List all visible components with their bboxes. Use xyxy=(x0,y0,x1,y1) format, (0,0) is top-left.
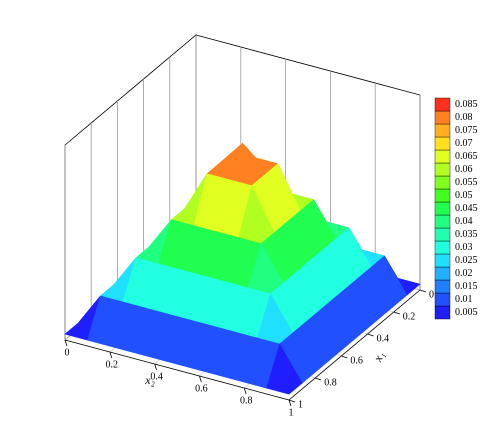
tick-mark xyxy=(64,339,68,347)
colorbar-label: 0.035 xyxy=(455,229,478,240)
tick-mark xyxy=(367,333,374,337)
colorbar-swatch xyxy=(434,188,451,203)
colorbar-label: 0.02 xyxy=(455,268,473,279)
tick-mark xyxy=(199,375,202,383)
colorbar-label: 0.04 xyxy=(455,216,473,227)
colorbar-label: 0.045 xyxy=(455,203,478,214)
colorbar-swatch xyxy=(434,279,451,294)
colorbar-swatch xyxy=(434,227,451,242)
tick-mark xyxy=(243,387,247,395)
colorbar-swatch xyxy=(434,266,451,281)
x-tick-label: 0.6 xyxy=(195,383,208,394)
box-edge xyxy=(64,339,290,401)
colorbar-swatch xyxy=(434,110,451,125)
y-tick-label: 0.6 xyxy=(350,355,363,366)
colorbar-label: 0.01 xyxy=(455,294,473,305)
x-tick-label: 0.8 xyxy=(240,395,253,406)
y-tick-label: 1 xyxy=(298,399,303,410)
surface-patch xyxy=(266,343,303,395)
colorbar-label: 0.08 xyxy=(455,112,473,123)
colorbar-label: 0.05 xyxy=(455,190,473,201)
tick-mark xyxy=(288,399,292,407)
y-tick-label: 0.4 xyxy=(377,333,390,344)
colorbar-swatch xyxy=(434,240,451,255)
x-tick-label: 0.4 xyxy=(150,371,163,382)
x-tick-label: 1 xyxy=(289,407,294,418)
x-axis-label: x₂ xyxy=(144,373,155,387)
colorbar-label: 0.075 xyxy=(455,125,478,136)
colorbar-label: 0.085 xyxy=(455,99,478,110)
tick-mark xyxy=(109,351,113,359)
colorbar-label: 0.03 xyxy=(455,242,473,253)
colorbar-swatch xyxy=(434,201,451,216)
tick-mark xyxy=(419,289,427,293)
colorbar-swatch xyxy=(434,253,451,268)
colorbar-swatch xyxy=(434,136,451,151)
colorbar-swatch xyxy=(434,97,451,112)
box-edge xyxy=(288,289,421,401)
y-tick-label: 0 xyxy=(429,289,434,300)
colorbar-label: 0.025 xyxy=(455,255,478,266)
tick-mark xyxy=(393,311,400,315)
tick-mark xyxy=(154,363,157,371)
colorbar-swatch xyxy=(434,162,451,177)
colorbar-label: 0.065 xyxy=(455,151,478,162)
colorbar-label: 0.06 xyxy=(455,164,473,175)
colorbar-swatch xyxy=(434,305,451,320)
tick-mark xyxy=(315,377,322,381)
colorbar-swatch xyxy=(434,292,451,307)
colorbar-label: 0.055 xyxy=(455,177,478,188)
x-tick-label: 0.2 xyxy=(106,359,119,370)
colorbar-swatch xyxy=(434,123,451,138)
colorbar-label: 0.005 xyxy=(455,307,478,318)
tick-mark xyxy=(288,399,296,403)
colorbar-swatch xyxy=(434,149,451,164)
x-tick-label: 0 xyxy=(65,347,70,358)
y-tick-label: 0.8 xyxy=(324,377,337,388)
tick-mark xyxy=(341,355,348,359)
y-tick-label: 0.2 xyxy=(403,311,416,322)
y-axis-label: x₁ xyxy=(370,349,387,364)
colorbar-label: 0.015 xyxy=(455,281,478,292)
colorbar-swatch xyxy=(434,214,451,229)
colorbar-label: 0.07 xyxy=(455,138,473,149)
colorbar-swatch xyxy=(434,175,451,190)
